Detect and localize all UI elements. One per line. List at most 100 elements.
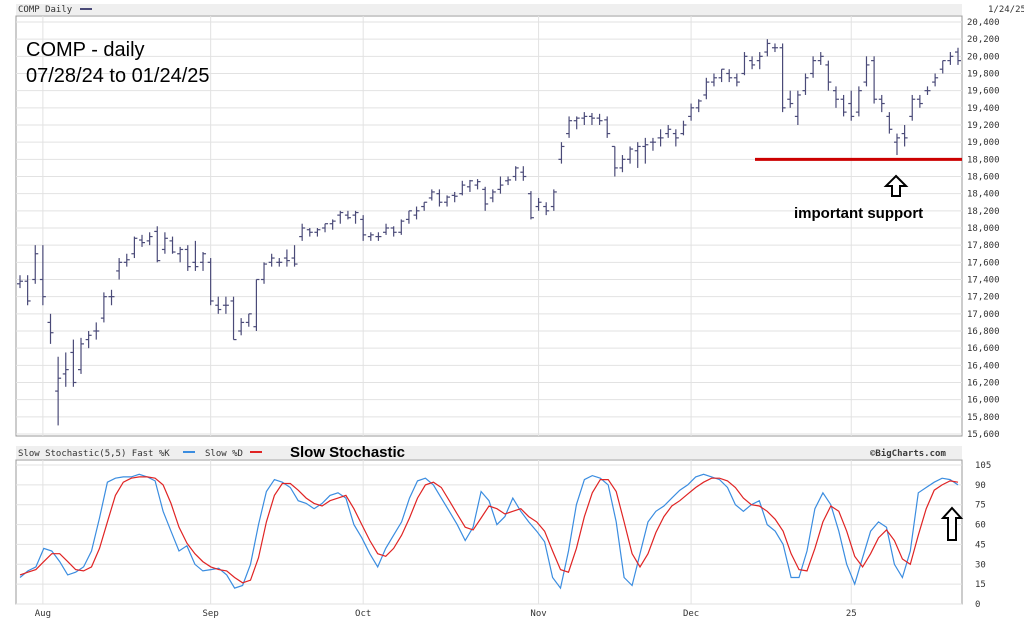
price-tick-label: 16,200	[967, 379, 1000, 389]
price-tick-label: 18,600	[967, 173, 1000, 183]
ohlc-bar	[283, 249, 290, 267]
ohlc-bar	[703, 77, 710, 100]
ohlc-bar	[886, 112, 893, 134]
ohlc-bar	[924, 86, 931, 95]
ohlc-bar	[413, 206, 420, 220]
ohlc-bar	[459, 180, 466, 196]
ohlc-bar	[329, 219, 336, 230]
ohlc-bar	[428, 189, 435, 201]
ohlc-bar	[558, 142, 565, 164]
ohlc-bar	[649, 137, 656, 151]
ohlc-bar	[764, 39, 771, 57]
stochastic-tick-label: 75	[975, 501, 986, 511]
ohlc-bar	[733, 73, 740, 87]
ohlc-bar	[436, 189, 443, 207]
ohlc-bar	[344, 210, 351, 220]
ohlc-bar	[916, 94, 923, 108]
ohlc-bar	[444, 195, 451, 207]
ohlc-bar	[665, 125, 672, 138]
ohlc-bar	[947, 52, 954, 65]
ohlc-bar	[24, 275, 31, 306]
price-bars	[17, 39, 961, 426]
ohlc-bar	[78, 337, 85, 374]
x-tick-label: Nov	[530, 609, 546, 619]
price-plot-frame	[15, 15, 963, 437]
x-tick-label: Aug	[35, 609, 51, 619]
ohlc-bar	[794, 90, 801, 125]
ohlc-bar	[268, 253, 275, 267]
price-tick-label: 16,800	[967, 327, 1000, 337]
ohlc-bar	[367, 232, 374, 241]
ohlc-bar	[672, 129, 679, 147]
ohlc-bar	[817, 52, 824, 65]
ohlc-bar	[123, 253, 130, 267]
ohlc-bar	[192, 240, 199, 271]
ohlc-bar	[139, 234, 146, 247]
ohlc-bar	[276, 258, 283, 267]
price-tick-label: 18,000	[967, 224, 1000, 234]
ohlc-bar	[474, 179, 481, 190]
credit-label: ©BigCharts.com	[870, 448, 946, 459]
chart-title-line2: 07/28/24 to 01/24/25	[26, 65, 210, 87]
ohlc-bar	[581, 112, 588, 125]
ohlc-bar	[909, 94, 916, 121]
ohlc-bar	[108, 289, 115, 306]
ohlc-bar	[383, 223, 390, 235]
ohlc-bar	[619, 155, 626, 173]
ohlc-bar	[291, 245, 298, 267]
ohlc-bar	[55, 356, 62, 426]
price-header-bar	[16, 4, 962, 15]
ohlc-bar	[314, 228, 321, 237]
price-header-date: 1/24/25	[988, 5, 1024, 15]
ohlc-bar	[893, 133, 900, 156]
stochastic-header-label: Slow Stochastic(5,5) Fast %K	[18, 449, 170, 459]
ohlc-bar	[360, 215, 367, 241]
x-axis: Aug Sep Oct Nov Dec 25	[35, 609, 857, 619]
ohlc-bar	[810, 56, 817, 78]
ohlc-bar	[932, 73, 939, 87]
x-tick-label: Oct	[355, 609, 371, 619]
ohlc-bar	[588, 112, 595, 125]
ohlc-bar	[680, 120, 687, 136]
ohlc-bar	[466, 179, 473, 192]
ohlc-bar	[505, 176, 512, 186]
ohlc-bar	[230, 296, 237, 341]
chart-title-line1: COMP - daily	[26, 39, 145, 61]
price-grid	[16, 16, 962, 436]
support-arrow-icon	[883, 174, 909, 197]
ohlc-bar	[543, 202, 550, 216]
ohlc-bar	[955, 47, 961, 65]
ohlc-bar	[70, 339, 77, 387]
ohlc-bar	[527, 191, 534, 220]
ohlc-bar	[222, 296, 229, 314]
ohlc-bar	[855, 86, 862, 117]
ohlc-bar	[306, 228, 313, 237]
stochastic-header: Slow Stochastic(5,5) Fast %K Slow %D Slo…	[16, 444, 962, 461]
stochastic-y-axis: 0 15 30 45 60 75 90 105	[975, 461, 991, 610]
ohlc-bar	[32, 245, 39, 284]
stochastic-arrow-icon	[940, 506, 964, 541]
ohlc-bar	[207, 258, 214, 306]
price-tick-label: 19,200	[967, 121, 1000, 131]
ohlc-bar	[215, 296, 222, 314]
price-tick-label: 15,800	[967, 413, 1000, 423]
ohlc-bar	[100, 292, 107, 323]
ohlc-bar	[245, 313, 252, 327]
ohlc-bar	[299, 223, 306, 241]
ohlc-bar	[238, 318, 245, 336]
ohlc-bar	[497, 176, 504, 194]
price-tick-label: 19,800	[967, 70, 1000, 80]
ohlc-bar	[871, 56, 878, 104]
x-tick-label: Sep	[203, 609, 219, 619]
ohlc-bar	[337, 210, 344, 224]
ohlc-bar	[17, 275, 23, 289]
ohlc-bar	[398, 219, 405, 235]
ohlc-bar	[169, 236, 176, 254]
ohlc-bar	[375, 232, 382, 241]
price-tick-label: 19,600	[967, 87, 1000, 97]
stochastic-title: Slow Stochastic	[290, 444, 405, 461]
ohlc-bar	[390, 226, 397, 237]
ohlc-bar	[421, 201, 428, 211]
